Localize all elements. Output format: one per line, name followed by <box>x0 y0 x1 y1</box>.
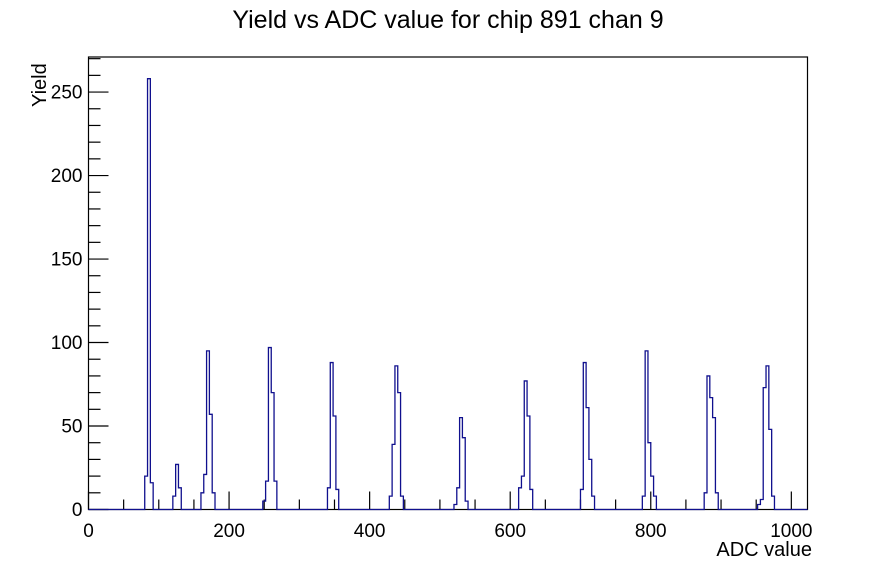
y-tick-label: 100 <box>51 333 83 354</box>
x-tick-label: 800 <box>635 521 667 542</box>
x-axis-title: ADC value <box>716 539 812 561</box>
x-tick-label: 400 <box>354 521 386 542</box>
y-axis-ticks <box>88 58 109 511</box>
y-tick-label: 0 <box>72 500 83 521</box>
plot-frame <box>87 56 809 511</box>
x-axis-ticks <box>87 491 792 510</box>
y-tick-label: 250 <box>51 83 83 104</box>
x-tick-label: 1000 <box>770 521 812 542</box>
chart-title: Yield vs ADC value for chip 891 chan 9 <box>232 6 663 34</box>
y-tick-label: 200 <box>51 166 83 187</box>
y-tick-label: 50 <box>61 417 82 438</box>
y-axis-title: Yield <box>29 63 51 107</box>
x-tick-label: 600 <box>494 521 526 542</box>
y-axis-tick-labels: 0 50 100 150 200 250 <box>51 83 83 521</box>
x-axis-tick-labels: 0 200 400 600 800 1000 <box>83 521 812 542</box>
x-tick-label: 200 <box>213 521 245 542</box>
y-tick-label: 150 <box>51 250 83 271</box>
x-tick-label: 0 <box>83 521 94 542</box>
histogram-line <box>88 78 808 511</box>
